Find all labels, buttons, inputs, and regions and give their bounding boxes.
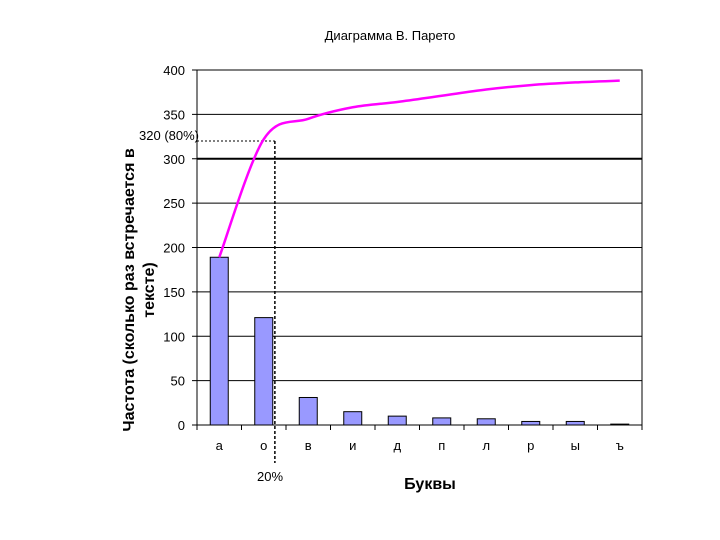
bar-series	[209, 256, 630, 426]
y-tick-label: 50	[171, 374, 185, 389]
bar	[521, 420, 541, 426]
bar	[432, 417, 452, 426]
bar	[298, 396, 318, 426]
x-tick-label: в	[305, 438, 312, 453]
x-tick-label: д	[393, 438, 401, 453]
bar	[254, 317, 274, 426]
y-tick-labels: 0 50 100 150 200 250 300 350 400	[163, 63, 185, 433]
x-marker-label: 20%	[257, 469, 283, 484]
y-tick-label: 300	[163, 152, 185, 167]
y-marker-label: 320 (80%)	[139, 128, 199, 143]
x-axis-title: Буквы	[404, 476, 456, 493]
bar	[387, 415, 407, 426]
y-tick-label: 0	[178, 418, 185, 433]
y-tick-label: 350	[163, 107, 185, 122]
y-tick-label: 200	[163, 241, 185, 256]
y-tick-label: 100	[163, 329, 185, 344]
cumulative-line-series	[218, 79, 620, 258]
bar	[343, 411, 363, 426]
chart-title: Диаграмма В. Парето	[325, 28, 456, 43]
y-axis-title-line1: Частота (сколько раз встречается в	[121, 148, 138, 432]
bar	[476, 418, 496, 426]
x-tick-label: а	[216, 438, 224, 453]
x-tick-label: л	[482, 438, 490, 453]
cumulative-line	[218, 79, 620, 258]
y-axis-title-line2: тексте)	[141, 262, 158, 318]
x-tick-label: ъ	[616, 438, 624, 453]
y-axis-title: Частота (сколько раз встречается в текст…	[121, 148, 158, 432]
x-tick-label: р	[527, 438, 534, 453]
bar	[565, 420, 585, 426]
y-tick-label: 150	[163, 285, 185, 300]
x-tick-label: о	[260, 438, 267, 453]
x-tick-label: и	[349, 438, 356, 453]
x-tick-label: п	[438, 438, 445, 453]
y-tick-label: 400	[163, 63, 185, 78]
bar	[209, 256, 229, 426]
y-tick-label: 250	[163, 196, 185, 211]
x-tick-label: ы	[571, 438, 580, 453]
